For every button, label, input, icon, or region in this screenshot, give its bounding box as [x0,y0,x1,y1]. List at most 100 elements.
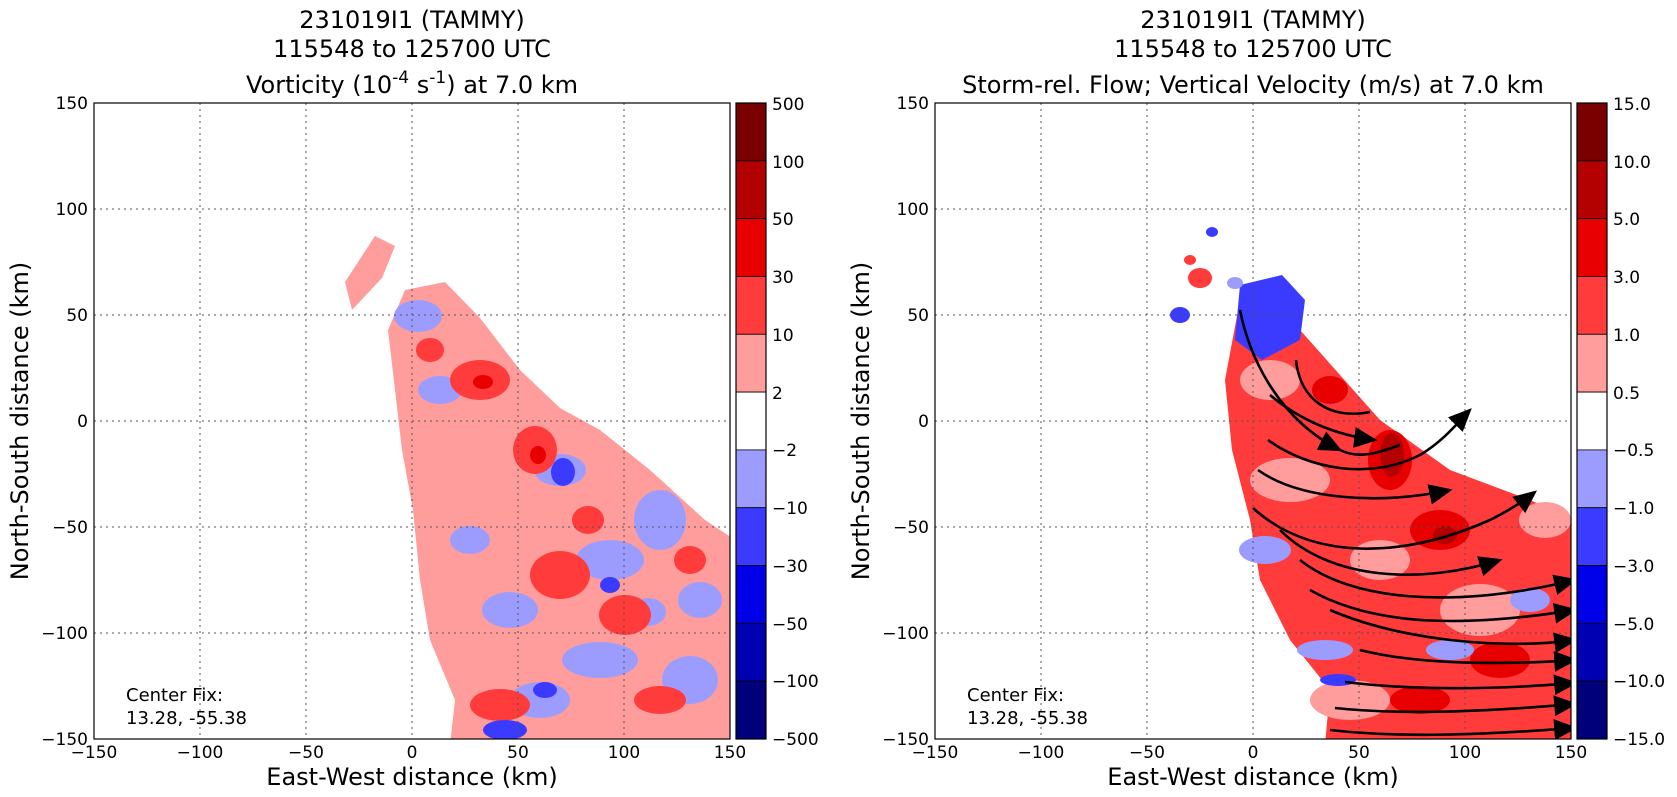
left-colorbar-label: −50 [772,615,808,635]
right-x-tick: −50 [1129,743,1165,763]
left-x-tick: 150 [714,743,746,763]
right-center-fix-value: 13.28, -55.38 [967,708,1088,729]
left-y-tick: −100 [41,624,88,644]
left-y-tick: −50 [52,518,88,538]
left-vorticity-field [94,103,730,739]
right-colorbar-label: 3.0 [1613,268,1640,288]
right-y-tick: −150 [882,730,929,750]
right-vertical-velocity-field [935,103,1571,739]
left-colorbar-segment [735,622,767,682]
left-title-line1: 231019I1 (TAMMY) [299,6,525,34]
left-x-tick: −50 [288,743,324,763]
left-x-tick: −100 [177,743,224,763]
left-colorbar-label: 500 [772,95,804,115]
left-colorbar-segment [735,680,767,740]
left-y-axis-label: North-South distance (km) [6,262,34,581]
left-colorbar-segment [735,218,767,277]
right-colorbar-segment [1576,218,1608,277]
right-y-tick: 50 [907,306,929,326]
left-colorbar-label: −10 [772,499,808,519]
right-colorbar-labels: 15.0 10.0 5.0 3.0 1.0 0.5 −0.5 −1.0 −3.0… [1613,95,1665,750]
left-colorbar-label: −500 [772,730,819,750]
right-colorbar-label: −1.0 [1613,499,1654,519]
right-x-tick: −100 [1018,743,1065,763]
right-colorbar-label: −0.5 [1613,441,1654,461]
right-colorbar-label: 15.0 [1613,95,1651,115]
right-title-line3: Storm-rel. Flow; Vertical Velocity (m/s)… [962,71,1544,99]
right-colorbar-frame [1576,102,1608,740]
left-panel: 231019I1 (TAMMY) 115548 to 125700 UTC Vo… [6,6,819,791]
right-colorbar-label: 10.0 [1613,153,1651,173]
right-colorbar-label: −10.0 [1613,672,1665,692]
left-y-tick: 50 [66,306,88,326]
right-y-tick: 100 [897,200,929,220]
right-colorbar-label: 0.5 [1613,384,1640,404]
right-title-line1: 231019I1 (TAMMY) [1140,6,1366,34]
right-colorbar-segment [1576,276,1608,335]
right-colorbar-label: 5.0 [1613,210,1640,230]
right-colorbar-label: −5.0 [1613,615,1654,635]
left-colorbar-label: 10 [772,326,794,346]
right-colorbar-segment [1576,565,1608,624]
right-x-ticks: −150 −100 −50 0 50 100 150 [912,743,1588,763]
left-x-tick: 50 [507,743,529,763]
right-colorbar-label: 1.0 [1613,326,1640,346]
right-colorbar-segment [1576,391,1608,451]
left-colorbar-segment [735,391,767,451]
left-colorbar-label: 100 [772,153,804,173]
left-colorbar-segment [735,102,767,162]
left-colorbar-label: −30 [772,557,808,577]
left-y-tick: −150 [41,730,88,750]
right-x-tick: 0 [1248,743,1259,763]
right-y-tick: 150 [897,94,929,114]
right-x-tick: 50 [1348,743,1370,763]
left-y-ticks: 150 100 50 0 −50 −100 −150 [41,94,88,750]
right-streamlines [1238,309,1571,739]
left-colorbar-labels: 500 100 50 30 10 2 −2 −10 −30 −50 −100 −… [772,95,819,750]
left-colorbar-segment [735,449,767,509]
left-plot-frame [93,102,731,740]
right-plot-frame [934,102,1572,740]
right-colorbar-segment [1576,333,1608,393]
left-x-tick: −150 [71,743,118,763]
left-title-line2: 115548 to 125700 UTC [273,35,551,63]
right-center-fix-label: Center Fix: [967,685,1064,706]
right-colorbar-segment [1576,622,1608,682]
left-colorbar-segment [735,565,767,624]
right-x-tick: 100 [1449,743,1481,763]
right-y-ticks: 150 100 50 0 −50 −100 −150 [882,94,929,750]
right-colorbar-segment [1576,160,1608,220]
right-x-tick: −150 [912,743,959,763]
left-colorbar-label: 50 [772,210,794,230]
right-colorbar [1576,102,1608,740]
right-colorbar-segment [1576,449,1608,509]
left-x-ticks: −150 −100 −50 0 50 100 150 [71,743,747,763]
right-y-axis-label: North-South distance (km) [847,262,875,581]
left-center-fix-label: Center Fix: [126,685,223,706]
right-colorbar-segment [1576,102,1608,162]
left-y-tick: 0 [77,412,88,432]
left-colorbar-frame [735,102,767,740]
left-colorbar-segment [735,507,767,566]
left-colorbar-label: 2 [772,384,783,404]
left-x-tick: 100 [608,743,640,763]
right-colorbar-label: −15.0 [1613,730,1665,750]
right-x-axis-label: East-West distance (km) [1107,763,1398,791]
left-colorbar-label: −2 [772,441,797,461]
right-y-tick: −100 [882,624,929,644]
right-y-tick: −50 [893,518,929,538]
right-colorbar-segment [1576,680,1608,740]
left-grid [94,103,730,739]
left-colorbar-segment [735,160,767,220]
left-x-tick: 0 [407,743,418,763]
left-x-axis-label: East-West distance (km) [266,763,557,791]
left-title-line3: Vorticity (10-4 s-1) at 7.0 km [246,68,578,99]
right-colorbar-label: −3.0 [1613,557,1654,577]
right-x-tick: 150 [1555,743,1587,763]
right-panel: 231019I1 (TAMMY) 115548 to 125700 UTC St… [847,6,1665,791]
left-colorbar-segment [735,333,767,393]
left-y-tick: 100 [56,200,88,220]
left-colorbar-label: 30 [772,268,794,288]
left-y-tick: 150 [56,94,88,114]
